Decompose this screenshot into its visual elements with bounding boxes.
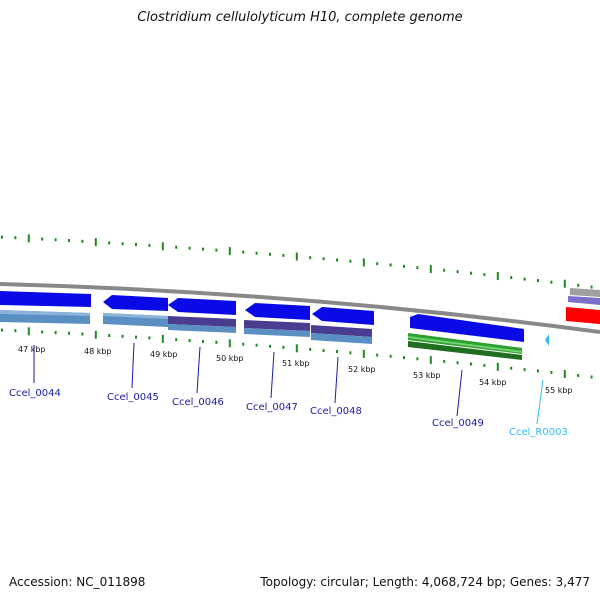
cds-arrow-ccel-0047[interactable] bbox=[245, 303, 310, 320]
cds-arrow-ccel-0046[interactable] bbox=[168, 298, 236, 315]
gene-labels: Ccel_0044 Ccel_0045 Ccel_0046 Ccel_0047 … bbox=[9, 388, 568, 438]
accession-label: Accession: NC_011898 bbox=[9, 575, 146, 589]
red-feature[interactable] bbox=[566, 307, 600, 324]
cds-arrow-ccel-0044[interactable] bbox=[0, 291, 91, 307]
kbp-label: 51 kbp bbox=[282, 359, 310, 368]
kbp-scale-labels: 47 kbp 48 kbp 49 kbp 50 kbp 51 kbp 52 kb… bbox=[18, 345, 573, 395]
track-bar-ccel-0046 bbox=[168, 324, 236, 333]
leader-ccel-0049 bbox=[456, 369, 463, 417]
leader-ccel-0048 bbox=[334, 356, 339, 404]
purple-feature bbox=[568, 296, 600, 305]
gene-label-ccel-0044[interactable]: Ccel_0044 bbox=[9, 388, 61, 399]
gene-label-ccel-0048[interactable]: Ccel_0048 bbox=[310, 406, 362, 417]
track-bar-ccel-0048 bbox=[311, 333, 372, 344]
green-bar-ccel-0049-dark bbox=[408, 341, 522, 360]
kbp-label: 49 kbp bbox=[150, 350, 178, 359]
rna-marker-ccel-r0003[interactable] bbox=[545, 334, 549, 346]
leader-ccel-0045 bbox=[131, 342, 135, 389]
cds-arrow-ccel-0048[interactable] bbox=[312, 307, 374, 325]
genome-summary-label: Topology: circular; Length: 4,068,724 bp… bbox=[260, 575, 590, 589]
kbp-label: 47 kbp bbox=[18, 345, 46, 354]
track-bar-ccel-0047 bbox=[244, 328, 310, 337]
cds-arrow-ccel-0049[interactable] bbox=[410, 314, 524, 342]
gene-label-ccel-0049[interactable]: Ccel_0049 bbox=[432, 418, 484, 429]
gene-label-leaders bbox=[33, 342, 544, 425]
track-bar-ccel-0045-light bbox=[103, 313, 168, 319]
gene-label-ccel-0046[interactable]: Ccel_0046 bbox=[172, 397, 224, 408]
grey-feature bbox=[570, 288, 600, 297]
leader-ccel-0047 bbox=[270, 351, 275, 399]
leader-ccel-0046 bbox=[196, 346, 201, 394]
leader-ccel-r0003 bbox=[536, 379, 544, 425]
kbp-label: 52 kbp bbox=[348, 365, 376, 374]
outer-tick-row bbox=[1, 234, 593, 289]
genome-backbone bbox=[0, 282, 600, 334]
kbp-label: 54 kbp bbox=[479, 378, 507, 387]
cds-arrow-ccel-0045[interactable] bbox=[103, 295, 168, 311]
gene-label-ccel-0045[interactable]: Ccel_0045 bbox=[107, 392, 159, 403]
map-title: Clostridium cellulolyticum H10, complete… bbox=[137, 10, 463, 25]
purple-bar-ccel-0047 bbox=[244, 320, 310, 331]
kbp-label: 55 kbp bbox=[545, 386, 573, 395]
kbp-label: 53 kbp bbox=[413, 371, 441, 380]
gene-label-ccel-r0003[interactable]: Ccel_R0003 bbox=[509, 427, 568, 438]
feature-tracks bbox=[0, 288, 600, 360]
gene-label-ccel-0047[interactable]: Ccel_0047 bbox=[246, 402, 298, 413]
kbp-label: 50 kbp bbox=[216, 354, 244, 363]
track-bar-ccel-0044-light bbox=[0, 310, 90, 316]
green-bar-ccel-0049-light bbox=[408, 336, 522, 353]
inner-tick-row bbox=[1, 327, 593, 379]
purple-bar-ccel-0046 bbox=[168, 316, 236, 327]
kbp-label: 48 kbp bbox=[84, 347, 112, 356]
